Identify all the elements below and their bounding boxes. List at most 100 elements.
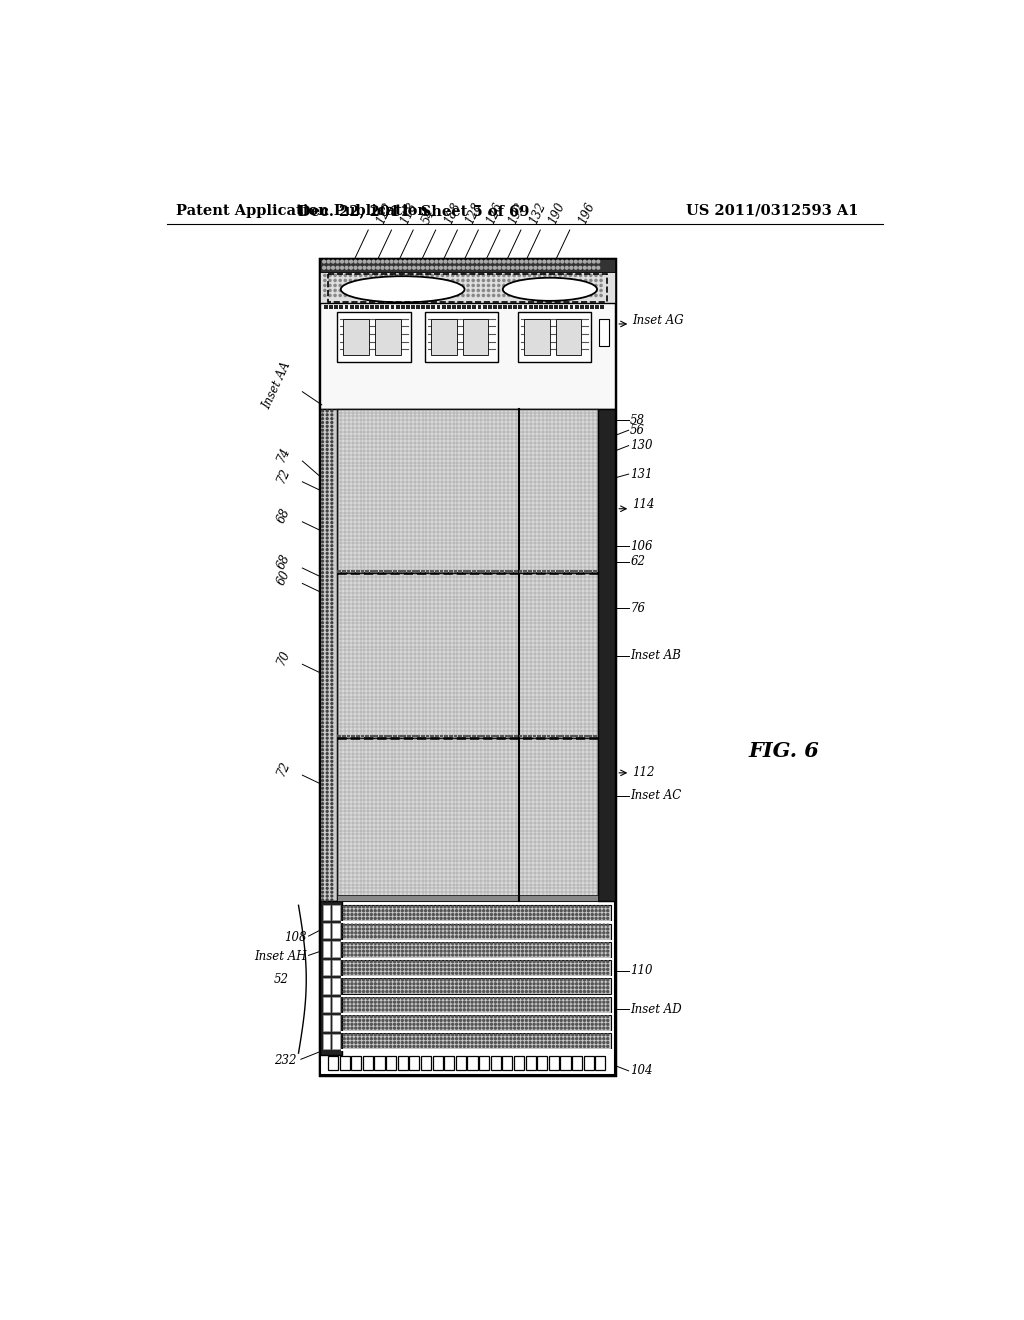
- Circle shape: [390, 289, 392, 292]
- Circle shape: [428, 906, 430, 908]
- Circle shape: [322, 841, 324, 843]
- Circle shape: [486, 1038, 488, 1040]
- Bar: [407, 570, 411, 573]
- Circle shape: [322, 471, 324, 474]
- Circle shape: [467, 936, 469, 937]
- Circle shape: [472, 280, 474, 281]
- Circle shape: [344, 284, 346, 286]
- Circle shape: [358, 1038, 360, 1040]
- Bar: [528, 305, 532, 309]
- Circle shape: [490, 1041, 493, 1044]
- Circle shape: [332, 260, 335, 263]
- Circle shape: [606, 1015, 608, 1018]
- Circle shape: [322, 784, 324, 785]
- Circle shape: [545, 924, 547, 927]
- Circle shape: [541, 946, 543, 948]
- Circle shape: [553, 965, 554, 966]
- Circle shape: [537, 965, 539, 966]
- Circle shape: [349, 280, 351, 281]
- Circle shape: [327, 610, 328, 612]
- Circle shape: [521, 1041, 523, 1044]
- Circle shape: [595, 942, 597, 944]
- Circle shape: [606, 936, 608, 937]
- Circle shape: [499, 998, 501, 999]
- Circle shape: [413, 950, 415, 952]
- Circle shape: [439, 267, 442, 269]
- Circle shape: [331, 541, 333, 543]
- Circle shape: [382, 936, 384, 937]
- Circle shape: [327, 899, 328, 900]
- Circle shape: [528, 294, 530, 297]
- Circle shape: [417, 979, 419, 981]
- Circle shape: [432, 1001, 434, 1003]
- Circle shape: [606, 1034, 608, 1036]
- Circle shape: [394, 267, 397, 269]
- Circle shape: [545, 965, 547, 966]
- Circle shape: [362, 1001, 365, 1003]
- Circle shape: [358, 986, 360, 989]
- Circle shape: [541, 913, 543, 916]
- Text: 188: 188: [442, 201, 463, 226]
- Circle shape: [480, 260, 482, 263]
- Circle shape: [463, 1027, 465, 1030]
- Circle shape: [374, 942, 376, 944]
- Circle shape: [322, 891, 324, 894]
- Circle shape: [506, 965, 508, 966]
- Circle shape: [591, 906, 593, 908]
- Circle shape: [386, 961, 388, 962]
- Circle shape: [543, 267, 546, 269]
- Circle shape: [508, 280, 510, 281]
- Bar: [579, 735, 583, 738]
- Circle shape: [452, 1041, 454, 1044]
- Circle shape: [436, 983, 438, 985]
- Bar: [332, 1034, 340, 1049]
- Circle shape: [375, 280, 377, 281]
- Circle shape: [382, 954, 384, 956]
- Circle shape: [322, 414, 324, 416]
- Bar: [599, 318, 608, 346]
- Circle shape: [584, 979, 586, 981]
- Circle shape: [322, 684, 324, 685]
- Circle shape: [517, 917, 519, 920]
- Bar: [421, 735, 425, 738]
- Circle shape: [327, 738, 328, 739]
- Circle shape: [417, 913, 419, 916]
- Bar: [564, 305, 568, 309]
- Circle shape: [568, 1005, 570, 1007]
- Circle shape: [479, 950, 481, 952]
- Circle shape: [341, 260, 343, 263]
- Circle shape: [381, 267, 384, 269]
- Circle shape: [417, 267, 420, 269]
- Circle shape: [400, 275, 402, 276]
- Circle shape: [556, 961, 558, 962]
- Circle shape: [523, 280, 525, 281]
- Circle shape: [374, 1005, 376, 1007]
- Circle shape: [432, 913, 434, 916]
- Circle shape: [322, 576, 324, 577]
- Circle shape: [556, 965, 558, 966]
- Circle shape: [499, 950, 501, 952]
- Bar: [532, 735, 537, 738]
- Circle shape: [529, 965, 531, 966]
- Circle shape: [490, 932, 493, 933]
- Circle shape: [331, 610, 333, 612]
- Circle shape: [528, 280, 530, 281]
- Circle shape: [432, 1027, 434, 1030]
- Circle shape: [486, 917, 488, 920]
- Circle shape: [541, 1045, 543, 1047]
- Circle shape: [537, 979, 539, 981]
- Circle shape: [386, 909, 388, 912]
- Circle shape: [521, 961, 523, 962]
- Bar: [446, 305, 451, 309]
- Circle shape: [382, 1015, 384, 1018]
- Circle shape: [534, 973, 536, 974]
- Circle shape: [463, 913, 465, 916]
- Circle shape: [374, 954, 376, 956]
- Circle shape: [447, 983, 450, 985]
- Circle shape: [400, 280, 402, 281]
- Circle shape: [553, 917, 554, 920]
- Circle shape: [486, 954, 488, 956]
- Circle shape: [584, 917, 586, 920]
- Circle shape: [514, 932, 516, 933]
- Bar: [574, 570, 579, 573]
